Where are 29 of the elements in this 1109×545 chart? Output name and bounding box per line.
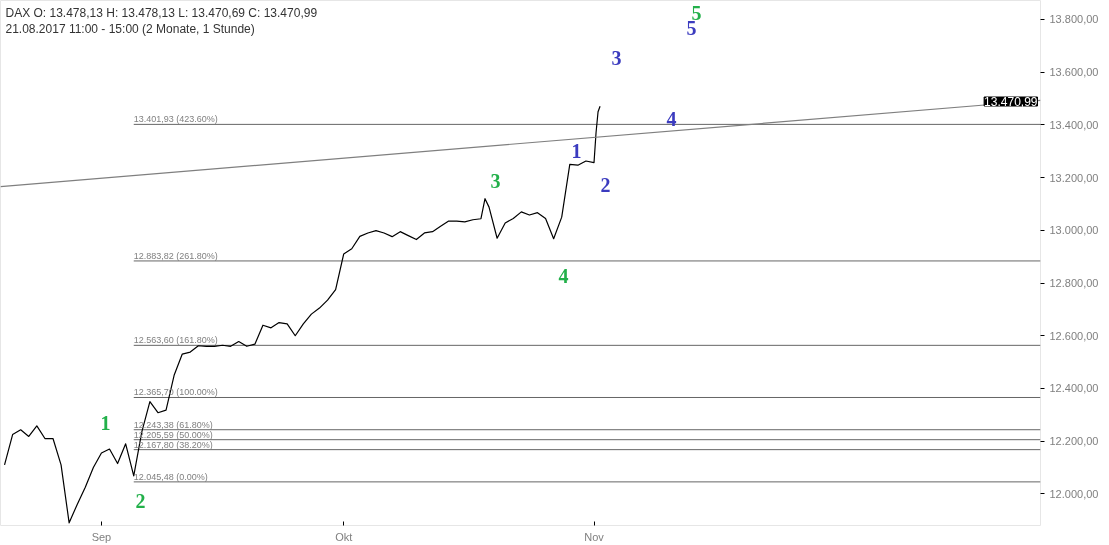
y-tick-label: 12.200,00 [1049, 435, 1099, 448]
ref-line-label: 12.563,60 (161.80%) [133, 335, 218, 346]
x-tick-label: Nov [584, 530, 605, 543]
y-tick-label: 12.600,00 [1049, 329, 1099, 342]
text: 21.08.2017 11:00 - 15:00 (2 Monate, 1 Stunde) [5, 21, 255, 36]
annotation: 2 [600, 173, 611, 196]
annotation: 3 [611, 46, 622, 69]
y-tick-label: 12.800,00 [1049, 277, 1099, 290]
x-tick-label: Sep [91, 530, 112, 543]
line-series [3, 105, 601, 524]
y-tick-label: 13.400,00 [1049, 118, 1099, 131]
annotation: 13.470,99 [984, 95, 1038, 109]
annotation: 3 [490, 169, 501, 192]
annotation: 1 [100, 411, 111, 434]
annotation: 2 [135, 489, 146, 512]
annotation: 4 [558, 264, 569, 287]
y-tick-label: 13.200,00 [1049, 171, 1099, 184]
annotation: 1 [571, 139, 582, 162]
ref-line-label: 12.045,48 (0.00%) [133, 471, 208, 482]
chart-title: DAX O: 13.478,13 H: 13.478,13 L: 13.470,69 C: 13.470,99 [5, 5, 318, 20]
y-tick-label: 12.400,00 [1049, 382, 1099, 395]
y-tick-label: 13.800,00 [1049, 13, 1099, 26]
annotation: 4 [666, 107, 677, 130]
ref-line-label: 12.883,82 (261.80%) [133, 250, 218, 261]
x-tick-label: Okt [335, 530, 353, 543]
y-tick-label: 13.600,00 [1049, 66, 1099, 79]
ref-line-label: 13.401,93 (423.60%) [133, 114, 218, 125]
y-tick-label: 13.000,00 [1049, 224, 1099, 237]
y-tick-label: 12.000,00 [1049, 487, 1099, 500]
